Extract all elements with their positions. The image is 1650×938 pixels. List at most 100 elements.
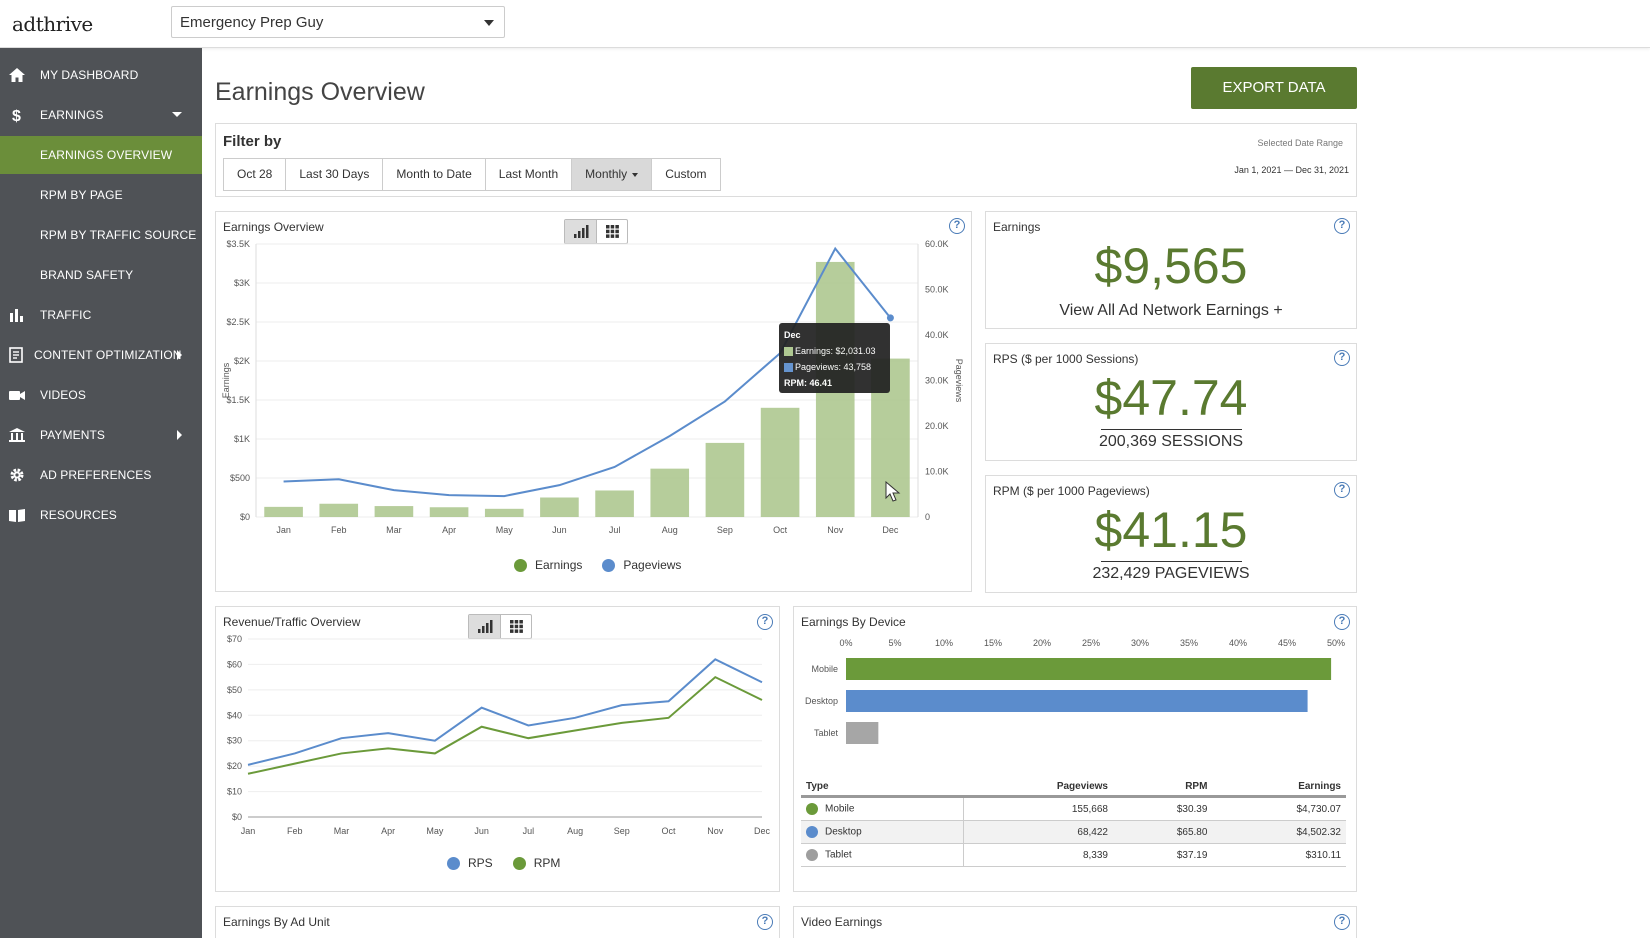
sidebar-item-traffic[interactable]: TRAFFIC [0, 296, 202, 334]
y-tick-label: Tablet [814, 728, 839, 738]
help-icon[interactable]: ? [757, 914, 773, 930]
filter-month-to-date-button[interactable]: Month to Date [382, 158, 486, 191]
panel-title: Earnings By Ad Unit [223, 915, 330, 929]
sidebar-item-my-dashboard[interactable]: MY DASHBOARD [0, 56, 202, 94]
legend-item-rpm[interactable]: RPM [512, 856, 560, 870]
tooltip-earnings: Earnings: $2,031.03 [795, 346, 876, 356]
y-tick-label: $50 [227, 685, 242, 695]
column-header-pageviews[interactable]: Pageviews [963, 778, 1113, 798]
x-tick-label: Sep [717, 525, 733, 535]
y-tick-label: $1K [234, 434, 250, 444]
video-icon [9, 391, 25, 400]
x-tick-label: Nov [827, 525, 844, 535]
table-view-button[interactable] [500, 615, 531, 638]
column-header-earnings[interactable]: Earnings [1212, 778, 1346, 798]
chart-view-toggle [564, 219, 628, 244]
logo[interactable]: adthrive [12, 12, 93, 36]
filter-last-month-button[interactable]: Last Month [484, 158, 573, 191]
help-icon[interactable]: ? [1334, 614, 1350, 630]
legend-item-pageviews[interactable]: Pageviews [602, 558, 681, 572]
table-view-button[interactable] [596, 220, 627, 243]
x-tick-label: 5% [888, 638, 901, 648]
x-tick-label: Aug [567, 826, 583, 836]
filter-title: Filter by [223, 133, 282, 150]
sidebar-item-label: BRAND SAFETY [40, 268, 134, 282]
filter-custom-button[interactable]: Custom [651, 158, 721, 191]
x-tick-label: 30% [1131, 638, 1149, 648]
sidebar-item-rpm-by-page[interactable]: RPM BY PAGE [0, 176, 202, 214]
help-icon[interactable]: ? [1334, 350, 1350, 366]
x-tick-label: 10% [935, 638, 953, 648]
filter-last-30-days-button[interactable]: Last 30 Days [285, 158, 384, 191]
help-icon[interactable]: ? [1334, 914, 1350, 930]
column-header-type[interactable]: Type [801, 778, 964, 798]
cell-rpm: $37.19 [1112, 843, 1213, 867]
help-icon[interactable]: ? [1334, 482, 1350, 498]
export-data-button[interactable]: EXPORT DATA [1191, 67, 1357, 109]
sidebar-item-payments[interactable]: PAYMENTS [0, 416, 202, 454]
x-tick-label: May [426, 826, 444, 836]
help-icon[interactable]: ? [949, 218, 965, 234]
sidebar-item-resources[interactable]: RESOURCES [0, 496, 202, 534]
view-all-ad-network-earnings-link[interactable]: View All Ad Network Earnings + [1059, 302, 1283, 319]
site-selector-value: Emergency Prep Guy [180, 14, 324, 31]
device-color-dot [806, 849, 818, 861]
legend-item-rps[interactable]: RPS [447, 856, 493, 870]
filter-oct-28-button[interactable]: Oct 28 [223, 158, 287, 191]
bar-chart-icon [10, 309, 23, 322]
x-tick-label: Jan [276, 525, 291, 535]
rps-value: $47.74 [1094, 370, 1248, 426]
panel-title: Earnings Overview [223, 220, 324, 234]
table-row: Desktop 68,422 $65.80 $4,502.32 [801, 820, 1346, 844]
cell-pageviews: 155,668 [962, 796, 1113, 821]
y-tick-label: Mobile [811, 664, 838, 674]
panel-title: Revenue/Traffic Overview [223, 615, 361, 629]
sidebar-item-label: EARNINGS [40, 108, 104, 122]
sidebar-item-ad-preferences[interactable]: AD PREFERENCES [0, 456, 202, 494]
x-tick-label: Jul [609, 525, 621, 535]
y-tick-label: $500 [230, 473, 250, 483]
bar-earnings-oct [760, 407, 800, 517]
sidebar-item-earnings[interactable]: $ EARNINGS [0, 96, 202, 134]
bar-earnings-jun [540, 497, 579, 517]
y-tick-label: $10 [227, 787, 242, 797]
x-tick-label: Nov [707, 826, 724, 836]
tooltip-pageviews: Pageviews: 43,758 [795, 362, 872, 372]
help-icon[interactable]: ? [1334, 218, 1350, 234]
sidebar-item-videos[interactable]: VIDEOS [0, 376, 202, 414]
x-tick-label: Sep [614, 826, 630, 836]
earnings-overview-panel: Earnings Overview ? $0 $500 $1K $1.5K $2K $2.… [215, 211, 972, 592]
bar-chart-view-button[interactable] [469, 615, 500, 638]
grid-icon [510, 620, 523, 633]
y2-tick-label: 20.0K [925, 421, 949, 431]
tooltip-swatch [784, 363, 793, 373]
sidebar-item-earnings-overview[interactable]: EARNINGS OVERVIEW [0, 136, 202, 174]
sidebar-item-rpm-by-traffic-source[interactable]: RPM BY TRAFFIC SOURCE [0, 216, 202, 254]
sidebar-item-content-optimization[interactable]: CONTENT OPTIMIZATION [0, 336, 202, 374]
filter-monthly-button[interactable]: Monthly [571, 158, 653, 191]
cell-earnings: $4,730.07 [1212, 796, 1346, 821]
column-header-rpm[interactable]: RPM [1112, 778, 1213, 798]
chevron-down-icon [172, 112, 182, 117]
sidebar-item-label: RPM BY TRAFFIC SOURCE [40, 228, 197, 242]
site-selector[interactable]: Emergency Prep Guy [171, 6, 505, 38]
legend-item-earnings[interactable]: Earnings [514, 558, 582, 572]
x-tick-label: 45% [1278, 638, 1296, 648]
earnings-card: Earnings ? $9,565 View All Ad Network Ea… [985, 211, 1357, 329]
sidebar-item-label: VIDEOS [40, 388, 86, 402]
y-tick-label: $0 [232, 812, 242, 822]
legend-label: Pageviews [623, 558, 682, 572]
chart-legend: Earnings Pageviews [514, 558, 701, 572]
x-tick-label: Apr [381, 826, 395, 836]
help-icon[interactable]: ? [757, 614, 773, 630]
bar-chart-view-button[interactable] [565, 220, 596, 243]
page-title: Earnings Overview [215, 78, 425, 106]
bar-device-mobile [846, 658, 1332, 680]
book-icon [9, 509, 25, 522]
sidebar-item-label: AD PREFERENCES [40, 468, 152, 482]
y2-tick-label: 30.0K [925, 376, 949, 386]
x-tick-label: 15% [984, 638, 1002, 648]
tooltip-month: Dec [784, 330, 801, 340]
sidebar-item-brand-safety[interactable]: BRAND SAFETY [0, 256, 202, 294]
device-color-dot [806, 803, 818, 815]
